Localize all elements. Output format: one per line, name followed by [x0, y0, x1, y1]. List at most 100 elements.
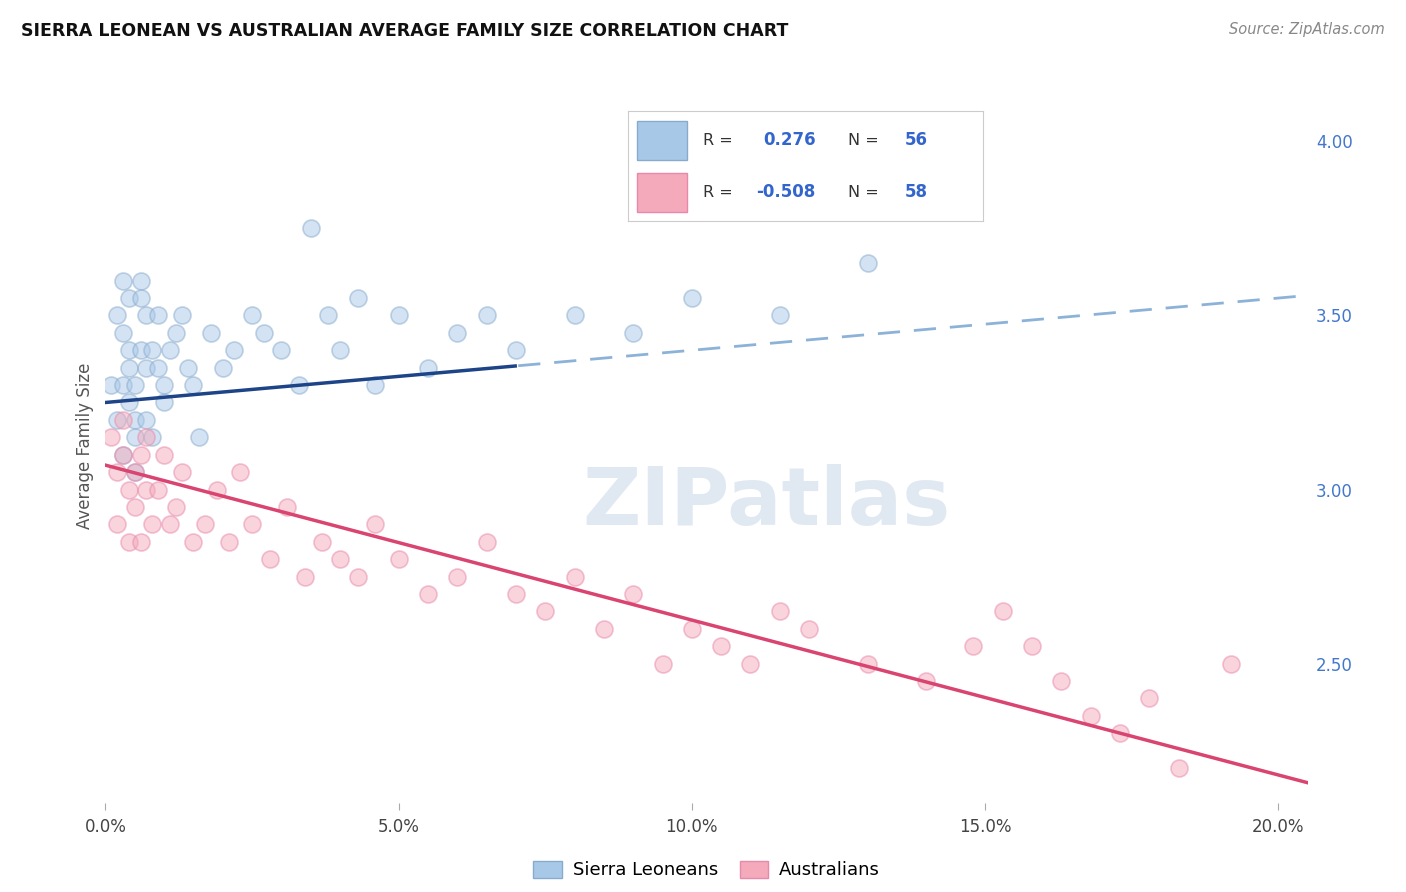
Point: [651, 657, 673, 671]
Point: [740, 657, 762, 671]
Point: [1109, 726, 1132, 740]
Point: [124, 378, 146, 392]
Point: [593, 622, 616, 636]
Point: [118, 534, 141, 549]
Point: [1021, 639, 1043, 653]
Point: [135, 309, 157, 323]
Point: [194, 517, 217, 532]
Point: [100, 378, 122, 392]
Point: [124, 465, 146, 479]
Point: [240, 309, 263, 323]
Point: [129, 291, 152, 305]
Text: ZIPatlas: ZIPatlas: [582, 464, 950, 542]
Point: [1137, 691, 1160, 706]
Text: -0.508: -0.508: [756, 184, 815, 202]
Point: [534, 604, 557, 618]
Point: [170, 465, 193, 479]
Point: [856, 657, 879, 671]
Point: [118, 483, 141, 497]
Point: [183, 534, 205, 549]
Point: [1167, 761, 1189, 775]
Point: [316, 309, 339, 323]
Point: [769, 309, 792, 323]
Point: [112, 274, 135, 288]
Text: 0.276: 0.276: [763, 131, 815, 150]
Point: [148, 483, 170, 497]
Point: [681, 622, 703, 636]
Text: N =: N =: [848, 185, 879, 200]
Point: [148, 360, 170, 375]
Point: [299, 221, 322, 235]
Point: [112, 448, 135, 462]
Point: [105, 309, 128, 323]
Point: [564, 569, 586, 583]
Point: [153, 395, 176, 409]
Point: [259, 552, 281, 566]
Point: [129, 448, 152, 462]
Point: [153, 448, 176, 462]
Point: [105, 465, 128, 479]
Point: [165, 326, 187, 340]
Point: [416, 360, 439, 375]
Point: [797, 622, 820, 636]
Point: [129, 274, 152, 288]
Point: [915, 673, 938, 688]
Point: [681, 291, 703, 305]
Point: [475, 309, 498, 323]
Point: [311, 534, 333, 549]
Y-axis label: Average Family Size: Average Family Size: [76, 363, 94, 529]
Point: [205, 483, 228, 497]
Point: [229, 465, 252, 479]
FancyBboxPatch shape: [637, 172, 688, 212]
Point: [112, 378, 135, 392]
Point: [148, 309, 170, 323]
Point: [129, 343, 152, 358]
Point: [240, 517, 263, 532]
Point: [621, 587, 644, 601]
Point: [112, 448, 135, 462]
Text: 58: 58: [905, 184, 928, 202]
Point: [112, 326, 135, 340]
Point: [135, 360, 157, 375]
Point: [141, 517, 163, 532]
Point: [118, 343, 141, 358]
Point: [188, 430, 211, 444]
Point: [710, 639, 733, 653]
Point: [364, 517, 387, 532]
Point: [124, 413, 146, 427]
Point: [1080, 708, 1102, 723]
Point: [141, 343, 163, 358]
Point: [105, 517, 128, 532]
Point: [183, 378, 205, 392]
Point: [1050, 673, 1073, 688]
Text: 56: 56: [905, 131, 928, 150]
FancyBboxPatch shape: [637, 120, 688, 161]
Point: [141, 430, 163, 444]
Point: [135, 413, 157, 427]
Point: [364, 378, 387, 392]
Point: [253, 326, 276, 340]
Point: [446, 326, 468, 340]
Text: R =: R =: [703, 185, 733, 200]
Point: [505, 343, 527, 358]
Point: [416, 587, 439, 601]
Point: [159, 517, 181, 532]
Point: [124, 430, 146, 444]
Point: [100, 430, 122, 444]
Text: SIERRA LEONEAN VS AUSTRALIAN AVERAGE FAMILY SIZE CORRELATION CHART: SIERRA LEONEAN VS AUSTRALIAN AVERAGE FAM…: [21, 22, 789, 40]
Point: [165, 500, 187, 514]
Point: [124, 500, 146, 514]
Point: [224, 343, 246, 358]
Point: [505, 587, 527, 601]
Point: [388, 309, 411, 323]
Point: [388, 552, 411, 566]
Point: [288, 378, 311, 392]
Point: [962, 204, 984, 219]
Point: [159, 343, 181, 358]
Point: [176, 360, 198, 375]
Point: [135, 430, 157, 444]
Point: [564, 309, 586, 323]
Point: [153, 378, 176, 392]
Point: [769, 604, 792, 618]
Point: [170, 309, 193, 323]
